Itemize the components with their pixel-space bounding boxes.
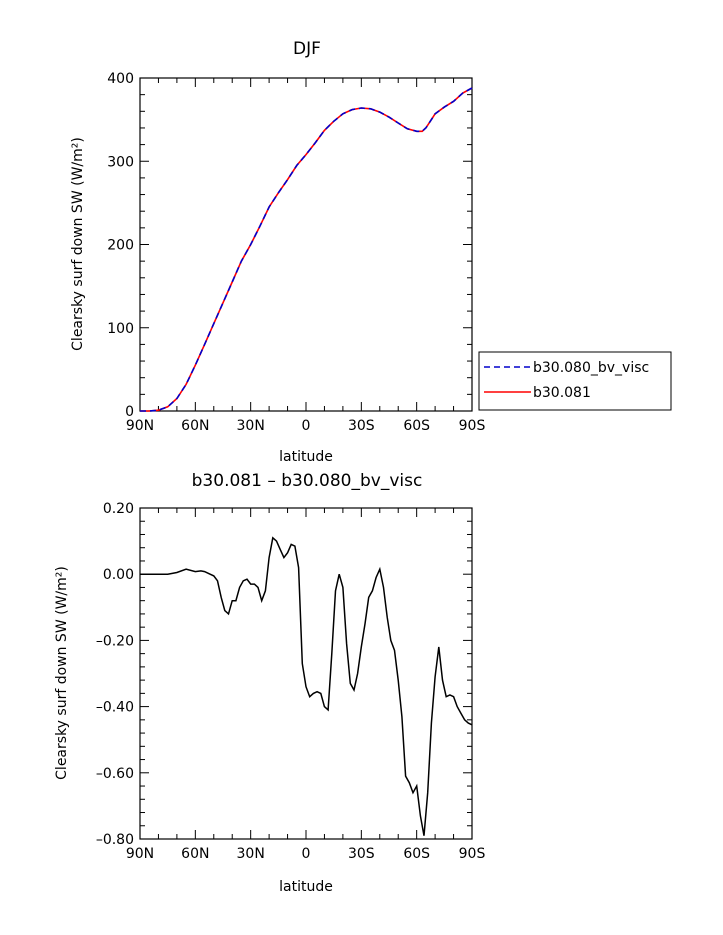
top-series-line-b30-080-bv-visc	[140, 87, 473, 412]
top-y-axis-label: Clearsky surf down SW (W/m²)	[70, 137, 86, 351]
top-y-tick-labels: 0 100 200 300 400	[107, 71, 134, 420]
top-panel: DJF 90N 60N 30N 0 30S 60S 90S 0 100 200 300 400 la…	[70, 39, 485, 465]
bottom-x-tick-labels: 90N 60N 30N 0 30S 60S 90S	[126, 846, 486, 862]
top-x-tick-label: 60S	[403, 418, 430, 434]
legend-label-b30-080-bv-visc: b30.080_bv_visc	[533, 360, 649, 376]
top-x-axis-label: latitude	[279, 449, 333, 465]
bottom-y-tick-label: 0.00	[103, 567, 134, 583]
bottom-panel: b30.081 – b30.080_bv_visc 90N 60N 30N 0 30S 6…	[54, 471, 485, 895]
top-y-tick-label: 400	[107, 71, 134, 87]
top-y-tick-label: 0	[125, 404, 134, 420]
bottom-series-line-difference	[140, 536, 473, 836]
top-y-tick-label: 100	[107, 321, 134, 337]
bottom-y-tick-label: –0.80	[96, 832, 134, 848]
top-plot-frame	[139, 77, 473, 412]
bottom-x-tick-label: 0	[302, 846, 311, 862]
top-x-tick-label: 60N	[181, 418, 209, 434]
top-series-line-b30-081	[140, 87, 473, 412]
top-chart-title: DJF	[293, 39, 321, 59]
top-x-tick-label: 0	[302, 418, 311, 434]
top-x-tick-labels: 90N 60N 30N 0 30S 60S 90S	[126, 418, 486, 434]
bottom-y-tick-label: 0.20	[103, 501, 134, 517]
top-x-tick-label: 90S	[459, 418, 486, 434]
bottom-y-tick-labels: 0.20 0.00 –0.20 –0.40 –0.60 –0.80	[96, 501, 134, 848]
bottom-x-axis-label: latitude	[279, 879, 333, 895]
top-y-tick-label: 200	[107, 238, 134, 254]
top-x-tick-label: 30S	[348, 418, 375, 434]
top-y-tick-label: 300	[107, 154, 134, 170]
top-x-tick-label: 90N	[126, 418, 154, 434]
legend-label-b30-081: b30.081	[533, 385, 591, 401]
legend: b30.080_bv_visc b30.081	[478, 351, 672, 411]
legend-box	[478, 351, 672, 411]
bottom-y-axis-label: Clearsky surf down SW (W/m²)	[54, 566, 70, 780]
top-x-tick-label: 30N	[237, 418, 265, 434]
bottom-x-tick-label: 90S	[459, 846, 486, 862]
bottom-y-tick-label: –0.20	[96, 633, 134, 649]
bottom-axis-ticks	[139, 507, 473, 840]
bottom-y-tick-label: –0.40	[96, 700, 134, 716]
bottom-chart-title: b30.081 – b30.080_bv_visc	[192, 471, 423, 491]
bottom-x-tick-label: 90N	[126, 846, 154, 862]
bottom-x-tick-label: 60S	[403, 846, 430, 862]
bottom-x-tick-label: 30N	[237, 846, 265, 862]
top-axis-ticks	[139, 77, 473, 412]
bottom-y-tick-label: –0.60	[96, 766, 134, 782]
bottom-x-tick-label: 60N	[181, 846, 209, 862]
bottom-plot-frame	[139, 507, 473, 840]
bottom-x-tick-label: 30S	[348, 846, 375, 862]
